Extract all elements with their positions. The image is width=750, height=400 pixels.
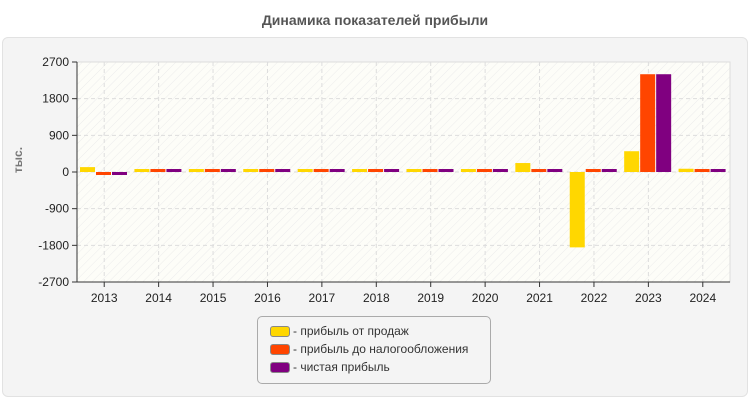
legend-item-net: - чистая прибыль <box>270 360 390 374</box>
svg-text:2018: 2018 <box>363 291 390 305</box>
y-axis-label: тыс. <box>11 147 25 173</box>
svg-text:-900: -900 <box>45 202 69 216</box>
svg-text:-1800: -1800 <box>38 238 69 252</box>
svg-text:2022: 2022 <box>581 291 608 305</box>
svg-text:2023: 2023 <box>635 291 662 305</box>
svg-text:2020: 2020 <box>472 291 499 305</box>
svg-text:0: 0 <box>62 165 69 179</box>
legend-swatch <box>270 325 290 337</box>
svg-text:2017: 2017 <box>309 291 336 305</box>
svg-text:2013: 2013 <box>91 291 118 305</box>
svg-text:900: 900 <box>49 128 69 142</box>
svg-text:2700: 2700 <box>42 55 69 69</box>
chart-title: Динамика показателей прибыли <box>261 12 489 28</box>
svg-text:2015: 2015 <box>200 291 227 305</box>
svg-text:2019: 2019 <box>417 291 444 305</box>
svg-text:1800: 1800 <box>42 92 69 106</box>
svg-text:2014: 2014 <box>145 291 172 305</box>
svg-text:2024: 2024 <box>689 291 716 305</box>
legend-swatch <box>270 343 290 355</box>
legend-item-pretax: - прибыль до налогообложения <box>270 342 468 356</box>
legend-swatch <box>270 361 290 373</box>
legend: - прибыль от продаж - прибыль до налогоо… <box>257 316 491 384</box>
legend-item-sales: - прибыль от продаж <box>270 324 409 338</box>
svg-text:-2700: -2700 <box>38 275 69 289</box>
svg-text:2021: 2021 <box>526 291 553 305</box>
svg-text:2016: 2016 <box>254 291 281 305</box>
